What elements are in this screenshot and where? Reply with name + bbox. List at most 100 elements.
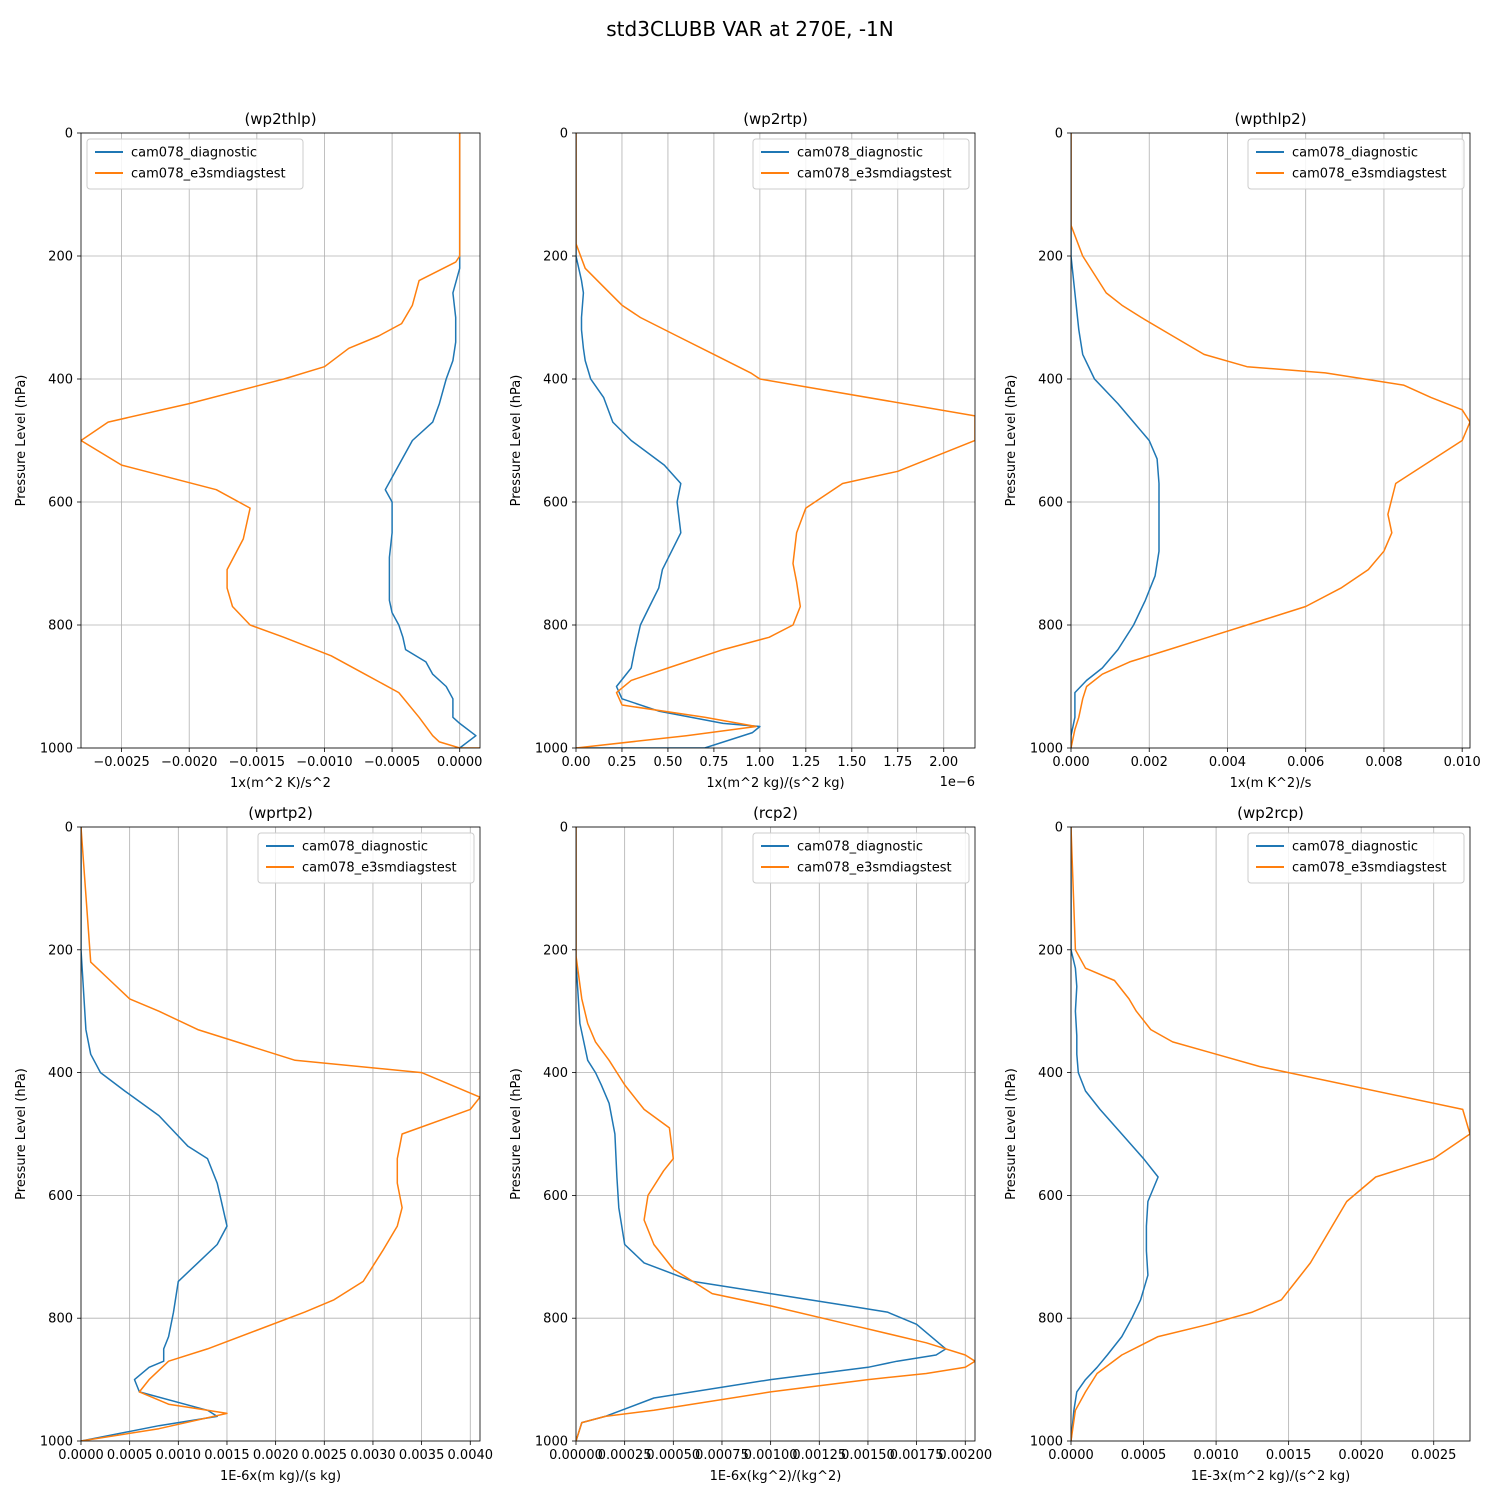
series-line-e3smdiagstest xyxy=(81,827,480,1441)
y-tick-label: 400 xyxy=(1038,373,1063,388)
legend: cam078_diagnostic cam078_e3smdiagstest xyxy=(257,832,475,884)
legend-label: cam078_diagnostic xyxy=(1292,146,1418,161)
subplot-3: 0.000 0.002 0.004 0.006 0.008 0.010 0 200 400 600… xyxy=(1004,110,1481,791)
legend-label: cam078_diagnostic xyxy=(1292,840,1418,855)
x-tick-label: 0.008 xyxy=(1365,755,1402,770)
x-tick-label: 0.0015 xyxy=(204,1448,250,1463)
y-tick-label: 200 xyxy=(48,943,73,958)
x-tick-label: −0.0010 xyxy=(296,755,352,770)
x-tick-label: 0.0010 xyxy=(1193,1448,1239,1463)
subplot-4: 0.0000 0.0005 0.0010 0.0015 0.0020 0.0025 0.00… xyxy=(14,804,493,1484)
y-tick-label: 0 xyxy=(560,821,568,836)
legend-box xyxy=(752,832,970,884)
series-line-diagnostic xyxy=(1071,827,1159,1441)
y-tick-label: 600 xyxy=(543,1189,568,1204)
series-line-e3smdiagstest xyxy=(576,133,975,748)
y-tick-label: 200 xyxy=(543,250,568,265)
x-tick-label: 0.0000 xyxy=(58,1448,104,1463)
x-tick-label: 2.00 xyxy=(929,755,958,770)
y-axis-label: Pressure Level (hPa) xyxy=(14,1068,29,1200)
x-tick-label: 0.50 xyxy=(653,755,682,770)
y-tick-label: 1000 xyxy=(1030,1435,1063,1450)
subplot-title: (rcp2) xyxy=(753,804,798,822)
legend: cam078_diagnostic cam078_e3smdiagstest xyxy=(86,138,304,190)
y-tick-label: 1000 xyxy=(40,742,73,757)
x-tick-label: −0.0020 xyxy=(161,755,217,770)
y-tick-label: 800 xyxy=(543,619,568,634)
y-tick-label: 600 xyxy=(48,496,73,511)
x-tick-label: 0.0025 xyxy=(1411,1448,1457,1463)
y-tick-label: 0 xyxy=(1055,821,1063,836)
y-axis-label: Pressure Level (hPa) xyxy=(14,375,29,507)
x-tick-label: 0.00150 xyxy=(841,1448,895,1463)
x-tick-label: −0.0025 xyxy=(93,755,149,770)
y-tick-label: 800 xyxy=(48,619,73,634)
x-tick-label: 0.00075 xyxy=(695,1448,749,1463)
series-line-diagnostic xyxy=(576,827,947,1441)
x-tick-label: 0.006 xyxy=(1287,755,1324,770)
legend: cam078_diagnostic cam078_e3smdiagstest xyxy=(752,832,970,884)
y-axis-label: Pressure Level (hPa) xyxy=(509,1068,524,1200)
legend-box xyxy=(86,138,304,190)
x-tick-label: 0.0015 xyxy=(1266,1448,1312,1463)
x-tick-label: 1.75 xyxy=(883,755,912,770)
x-tick-label: 0.0030 xyxy=(350,1448,396,1463)
subplot-title: (wp2rcp) xyxy=(1237,804,1304,822)
subplot-title: (wp2rtp) xyxy=(743,110,808,128)
x-tick-label: −0.0005 xyxy=(364,755,420,770)
y-tick-label: 1000 xyxy=(1030,742,1063,757)
x-tick-label: 0.010 xyxy=(1444,755,1481,770)
x-tick-label: 0.00200 xyxy=(938,1448,992,1463)
legend-label: cam078_e3smdiagstest xyxy=(797,167,952,182)
subplot-title: (wprtp2) xyxy=(248,804,313,822)
y-tick-label: 600 xyxy=(543,496,568,511)
x-tick-label: 0.00050 xyxy=(646,1448,700,1463)
x-axis-label: 1E-6x(kg^2)/(kg^2) xyxy=(710,1469,842,1484)
x-tick-label: 0.0035 xyxy=(399,1448,445,1463)
y-axis-label: Pressure Level (hPa) xyxy=(1004,375,1019,507)
series-line-diagnostic xyxy=(81,827,228,1441)
legend-box xyxy=(752,138,970,190)
x-tick-label: 1.00 xyxy=(745,755,774,770)
x-tick-label: 0.0005 xyxy=(107,1448,153,1463)
x-tick-label: 1.25 xyxy=(791,755,820,770)
subplot-title: (wp2thlp) xyxy=(244,110,316,128)
x-tick-label: 0.0025 xyxy=(302,1448,348,1463)
y-axis-label: Pressure Level (hPa) xyxy=(509,375,524,507)
y-tick-label: 600 xyxy=(48,1189,73,1204)
x-tick-label: 0.00100 xyxy=(744,1448,798,1463)
x-axis-label: 1x(m K^2)/s xyxy=(1230,776,1312,791)
axes-frame xyxy=(80,826,481,1442)
legend: cam078_diagnostic cam078_e3smdiagstest xyxy=(1247,138,1465,190)
x-offset-text: 1e−6 xyxy=(940,775,975,790)
x-axis-label: 1E-3x(m^2 kg)/(s^2 kg) xyxy=(1191,1469,1350,1484)
axes-frame xyxy=(80,132,481,749)
x-tick-label: 0.00025 xyxy=(598,1448,652,1463)
y-tick-label: 600 xyxy=(1038,1189,1063,1204)
x-tick-label: 0.0020 xyxy=(253,1448,299,1463)
y-tick-label: 400 xyxy=(1038,1066,1063,1081)
y-tick-label: 400 xyxy=(543,373,568,388)
y-tick-label: 200 xyxy=(543,943,568,958)
series-line-e3smdiagstest xyxy=(1071,133,1470,748)
x-tick-label: 0.00 xyxy=(562,755,591,770)
subplot-title: (wpthlp2) xyxy=(1234,110,1306,128)
x-tick-label: 0.00125 xyxy=(792,1448,846,1463)
series-line-e3smdiagstest xyxy=(81,133,480,748)
x-tick-label: 0.25 xyxy=(607,755,636,770)
legend-label: cam078_e3smdiagstest xyxy=(131,167,286,182)
x-tick-label: 0.00000 xyxy=(549,1448,603,1463)
subplot-grid: −0.0025 −0.0020 −0.0015 −0.0010 −0.0005 0.000… xyxy=(14,110,1481,1484)
axes-frame xyxy=(575,132,976,749)
y-tick-label: 800 xyxy=(543,1312,568,1327)
x-tick-label: 1.50 xyxy=(837,755,866,770)
y-tick-label: 0 xyxy=(560,127,568,142)
axes-frame xyxy=(575,826,976,1442)
legend-label: cam078_diagnostic xyxy=(131,146,257,161)
x-axis-label: 1x(m^2 kg)/(s^2 kg) xyxy=(706,776,844,791)
x-tick-label: 0.0000 xyxy=(1048,1448,1094,1463)
x-tick-label: 0.0005 xyxy=(1121,1448,1167,1463)
series-line-e3smdiagstest xyxy=(576,827,975,1441)
legend-box xyxy=(1247,138,1465,190)
x-tick-label: 0.75 xyxy=(699,755,728,770)
